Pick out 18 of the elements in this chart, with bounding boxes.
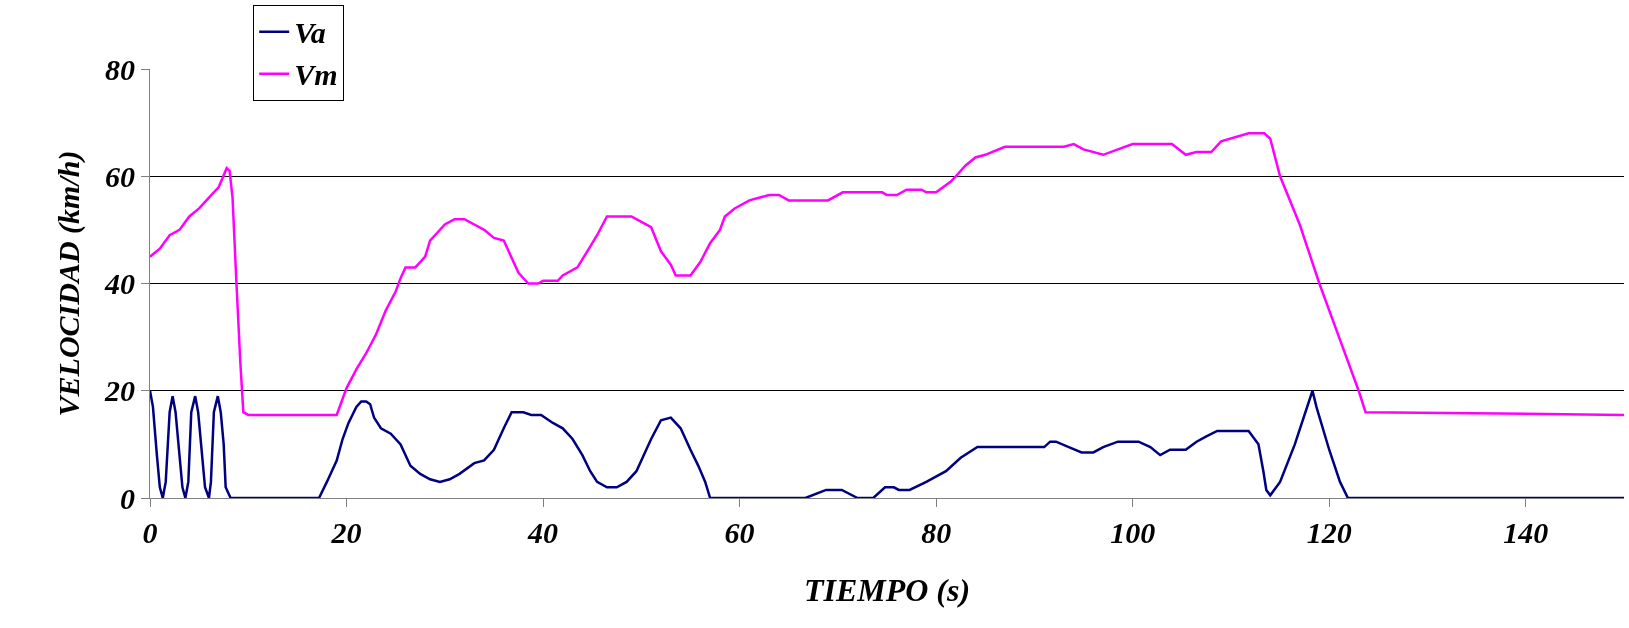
x-tick-label: 100 xyxy=(1110,516,1156,549)
x-tick-label: 20 xyxy=(330,516,362,549)
y-tick-label: 0 xyxy=(120,481,135,515)
x-tick-label: 40 xyxy=(527,516,559,549)
legend-label: Vm xyxy=(294,58,338,92)
y-tick-label: 60 xyxy=(105,159,135,193)
x-tick-label: 0 xyxy=(142,516,158,549)
x-tick-label: 80 xyxy=(921,516,952,549)
x-tick-label: 140 xyxy=(1503,516,1549,549)
x-axis-title: TIEMPO (s) xyxy=(803,571,971,608)
y-tick-label: 80 xyxy=(105,52,135,86)
y-tick-label: 40 xyxy=(104,267,135,300)
line-series xyxy=(150,132,1624,417)
x-tick-label: 120 xyxy=(1306,516,1352,549)
x-tick-label: 60 xyxy=(724,516,755,549)
legend-label: Va xyxy=(294,16,326,50)
y-axis-title: VELOCIDAD (km/h) xyxy=(52,150,86,417)
y-tick-label: 20 xyxy=(104,374,135,408)
